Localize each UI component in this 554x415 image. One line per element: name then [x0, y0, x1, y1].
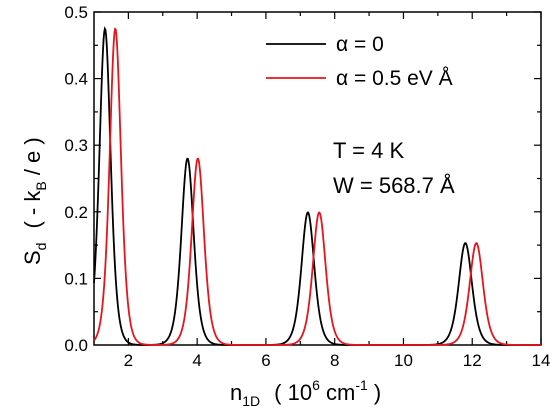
- y-tick-label: 0.1: [64, 269, 88, 288]
- x-tick-label: 14: [532, 351, 551, 370]
- x-axis-title-unit-sup: -1: [355, 377, 368, 393]
- x-axis-title-open: ( 10: [274, 380, 312, 405]
- x-tick-label: 10: [394, 351, 413, 370]
- x-axis-title: n1D ( 106 cm-1 ): [230, 377, 381, 409]
- y-tick-label: 0.0: [64, 336, 88, 355]
- y-axis-title-main: S: [20, 250, 45, 265]
- y-axis-title-open: ( - k: [20, 190, 45, 229]
- annotation-width: W = 568.7 Å: [333, 173, 455, 198]
- x-tick-label: 4: [192, 351, 201, 370]
- legend-label-alpha-0: α = 0: [336, 33, 384, 56]
- x-tick-label: 6: [261, 351, 270, 370]
- x-tick-label: 12: [463, 351, 482, 370]
- y-tick-label: 0.4: [64, 70, 88, 89]
- x-axis-title-sup: 6: [312, 377, 320, 393]
- series-line-1: [93, 27, 541, 346]
- x-axis-title-sub: 1D: [242, 393, 260, 409]
- series-line-0: [93, 26, 541, 346]
- ticks: 2 4 6 8 10 12 14 0.0 0.1 0.2 0.3 0.4 0.5: [64, 3, 550, 370]
- y-axis-title-close: / e ): [20, 137, 45, 181]
- y-axis-title-sub: d: [33, 243, 49, 251]
- series-group: [93, 26, 541, 346]
- x-axis-title-close: ): [368, 380, 381, 405]
- y-axis-title-sub2: B: [33, 181, 49, 190]
- y-tick-label: 0.2: [64, 203, 88, 222]
- x-axis-title-main: n: [230, 380, 242, 405]
- legend-label-alpha-05: α = 0.5 eV Å: [336, 67, 453, 90]
- x-axis-title-unit: cm: [320, 380, 355, 405]
- y-tick-label: 0.3: [64, 136, 88, 155]
- y-axis-title: Sd ( - kB / e ): [20, 137, 49, 265]
- annotation-temperature: T = 4 K: [333, 138, 404, 163]
- x-tick-label: 8: [330, 351, 339, 370]
- y-tick-label: 0.5: [64, 3, 88, 22]
- x-tick-label: 2: [124, 351, 133, 370]
